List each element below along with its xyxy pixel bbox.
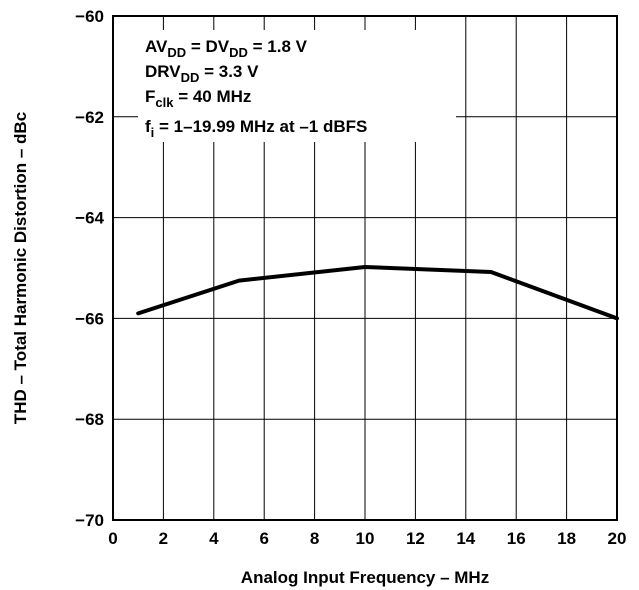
- annotation-line: AVDD = DVDD = 1.8 V: [145, 37, 308, 60]
- y-tick-label: −70: [75, 511, 104, 530]
- x-tick-label: 14: [456, 529, 475, 548]
- y-axis-title: THD – Total Harmonic Distortion – dBc: [11, 112, 30, 424]
- x-tick-label: 8: [310, 529, 319, 548]
- x-tick-label: 10: [356, 529, 375, 548]
- y-tick-label: −66: [75, 309, 104, 328]
- x-tick-label: 16: [507, 529, 526, 548]
- y-tick-labels: −70 −68 −66 −64 −62 −60: [75, 7, 104, 530]
- x-tick-label: 18: [557, 529, 576, 548]
- series-line: [136, 264, 619, 321]
- y-tick-label: −68: [75, 410, 104, 429]
- x-tick-label: 4: [209, 529, 219, 548]
- annotation-line: Fclk = 40 MHz: [145, 87, 251, 110]
- x-tick-labels: 0 2 4 6 8 10 12 14 16 18 20: [108, 529, 626, 548]
- x-tick-label: 20: [608, 529, 627, 548]
- annotation-line: fi = 1–19.99 MHz at –1 dBFS: [145, 117, 367, 140]
- y-tick-label: −62: [75, 108, 104, 127]
- annotation-box: [138, 30, 456, 142]
- y-tick-label: −64: [75, 209, 104, 228]
- x-tick-label: 2: [159, 529, 168, 548]
- annotation-line: DRVDD = 3.3 V: [145, 62, 259, 85]
- y-tick-label: −60: [75, 7, 104, 26]
- plot-frame: [112, 15, 618, 521]
- x-tick-label: 12: [406, 529, 425, 548]
- x-tick-label: 6: [259, 529, 268, 548]
- x-tick-label: 0: [108, 529, 117, 548]
- x-axis-title: Analog Input Frequency – MHz: [241, 568, 489, 587]
- series-group: [136, 264, 619, 321]
